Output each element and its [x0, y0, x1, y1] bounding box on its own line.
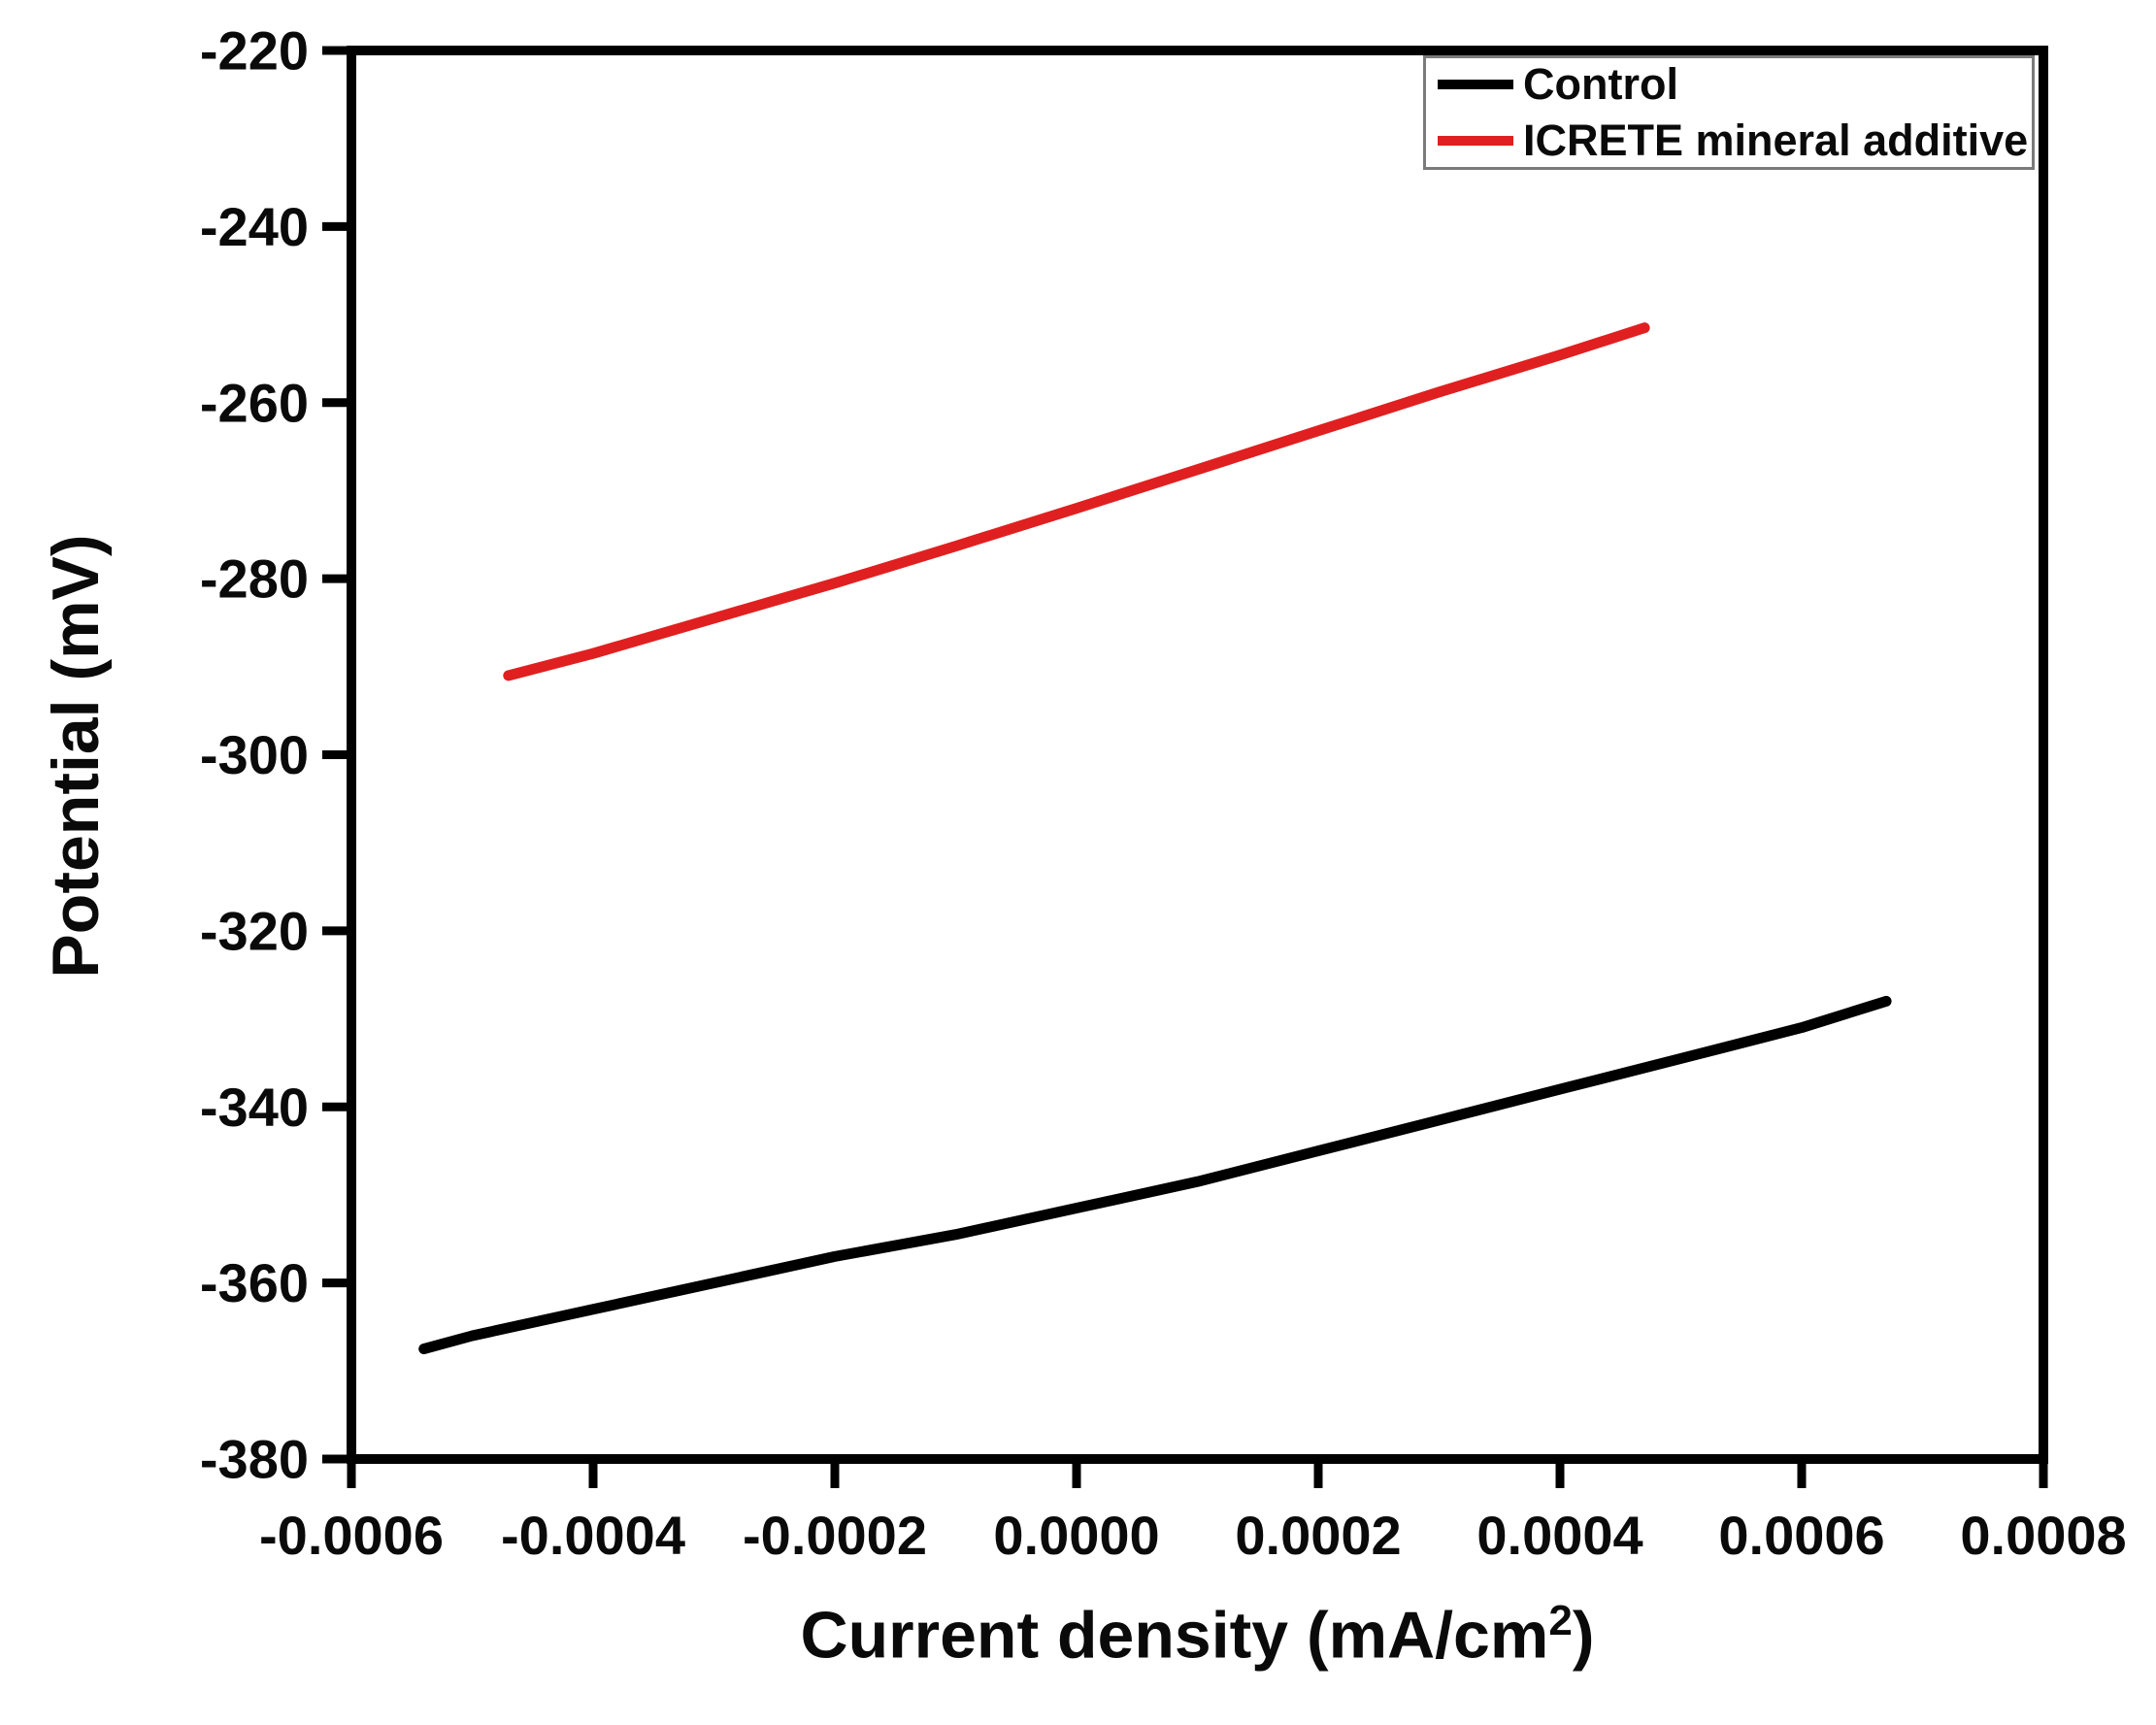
x-tick-label: 0.0002: [1235, 1505, 1401, 1566]
y-tick-label: -220: [200, 20, 309, 82]
series-line-icrete-mineral-additive: [503, 322, 1650, 681]
x-axis-title-close: ): [1572, 1598, 1595, 1673]
legend: Control ICRETE mineral additive: [1423, 55, 2035, 170]
y-tick-label: -260: [200, 372, 309, 433]
y-tick-label: -360: [200, 1252, 309, 1313]
legend-row-control: Control: [1438, 61, 2032, 108]
legend-label-icrete-mineral-additive: ICRETE mineral additive: [1523, 116, 2029, 165]
plot-border: [347, 46, 2048, 1464]
legend-swatch-control: [1438, 80, 1513, 89]
y-tick-label: -320: [200, 900, 309, 961]
x-tick-label: 0.0000: [993, 1505, 1159, 1566]
plot-frame: [347, 46, 2048, 1464]
x-tick-label: 0.0006: [1718, 1505, 1884, 1566]
axes-layer: -220 -240 -260 -280 -300 -320 -340 -360 -380 -0.0…: [200, 20, 2127, 1566]
y-tick-label: -340: [200, 1077, 309, 1138]
x-axis-title-text: Current density (mA/cm: [800, 1598, 1549, 1673]
y-tick-label: -280: [200, 548, 309, 610]
x-axis-title: Current density (mA/cm2): [351, 1597, 2043, 1674]
series-line-control: [418, 995, 1892, 1355]
x-axis-title-superscript: 2: [1548, 1597, 1573, 1644]
y-tick-label: -240: [200, 196, 309, 257]
x-tick-label: -0.0004: [501, 1505, 685, 1566]
x-tick-label: 0.0008: [1960, 1505, 2126, 1566]
y-tick-label: -380: [200, 1429, 309, 1490]
legend-label-control: Control: [1523, 59, 1678, 109]
y-axis-title: Potential (mV): [39, 534, 113, 979]
legend-row-icrete-mineral-additive: ICRETE mineral additive: [1438, 117, 2032, 164]
y-tick-label: -300: [200, 724, 309, 785]
x-tick-label: -0.0002: [743, 1505, 927, 1566]
series-layer: [418, 322, 1892, 1355]
x-tick-label: 0.0004: [1476, 1505, 1642, 1566]
x-tick-label: -0.0006: [259, 1505, 444, 1566]
legend-swatch-icrete-mineral-additive: [1438, 136, 1513, 146]
